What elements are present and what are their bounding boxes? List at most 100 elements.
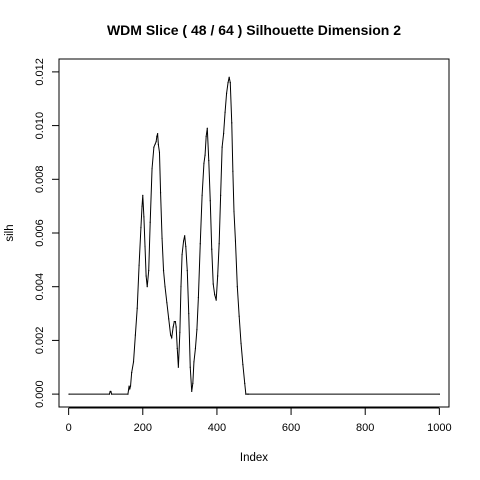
- data-point: [199, 243, 201, 245]
- data-point: [188, 312, 190, 315]
- data-point: [236, 286, 238, 288]
- x-tick-label: 200: [134, 422, 152, 434]
- data-point: [111, 393, 113, 395]
- data-point: [224, 111, 226, 113]
- data-point: [177, 366, 179, 368]
- data-point: [142, 194, 144, 197]
- data-point: [208, 159, 210, 162]
- data-point: [166, 302, 168, 304]
- data-point: [240, 342, 242, 344]
- series-line: [69, 77, 440, 395]
- y-tick-label: 0.002: [34, 327, 46, 355]
- data-point: [189, 366, 191, 368]
- data-point: [153, 146, 155, 148]
- data-point: [174, 321, 177, 323]
- data-point: [161, 237, 163, 239]
- data-point: [215, 299, 217, 301]
- data-point: [175, 326, 177, 328]
- data-point: [157, 133, 159, 135]
- data-point: [179, 331, 181, 333]
- data-point: [221, 146, 223, 148]
- data-point: [136, 307, 138, 309]
- data-point: [186, 269, 188, 272]
- data-point: [211, 248, 213, 250]
- data-point: [225, 92, 228, 94]
- data-point: [209, 200, 211, 202]
- data-point: [214, 294, 216, 296]
- data-point: [204, 154, 206, 156]
- data-point: [108, 393, 111, 395]
- data-point: [201, 194, 203, 197]
- data-point: [171, 337, 173, 339]
- data-point: [146, 286, 148, 288]
- data-point: [156, 135, 158, 137]
- data-point: [151, 167, 153, 170]
- data-point: [212, 283, 214, 285]
- data-point: [129, 385, 132, 387]
- y-tick-label: 0.000: [34, 380, 46, 408]
- data-point: [182, 240, 185, 242]
- y-tick-label: 0.006: [34, 219, 46, 247]
- data-point: [203, 162, 205, 164]
- data-point: [68, 393, 70, 395]
- data-point: [193, 361, 195, 363]
- data-point: [127, 393, 129, 395]
- data-point: [138, 264, 140, 266]
- x-tick-label: 400: [208, 422, 226, 434]
- data-point: [233, 210, 235, 213]
- chart-title: WDM Slice ( 48 / 64 ) Silhouette Dimensi…: [107, 22, 401, 38]
- data-point: [206, 127, 208, 129]
- y-tick-label: 0.010: [34, 112, 46, 140]
- data-point: [129, 388, 131, 390]
- x-tick-label: 0: [66, 422, 72, 434]
- data-point: [134, 334, 136, 336]
- plot-frame: [58, 58, 450, 408]
- data-point: [110, 390, 112, 393]
- data-point: [140, 227, 142, 229]
- data-point: [242, 363, 244, 366]
- data-point: [164, 286, 166, 288]
- data-point: [247, 393, 250, 395]
- data-point: [180, 286, 182, 288]
- data-point: [232, 170, 234, 172]
- data-point: [143, 216, 145, 218]
- x-axis: 0 200 400 600 800 1000: [66, 407, 452, 434]
- y-axis: 0.000 0.002 0.004 0.006 0.008 0.010 0.012: [34, 58, 60, 408]
- y-axis-label: silh: [4, 224, 16, 241]
- data-point: [144, 245, 146, 248]
- data-point: [217, 275, 219, 277]
- x-tick-label: 800: [356, 422, 374, 434]
- data-point: [132, 361, 135, 363]
- data-point: [238, 315, 240, 317]
- data-point: [192, 382, 194, 384]
- data-point: [197, 296, 199, 299]
- data-point: [220, 194, 222, 197]
- data-point: [234, 240, 237, 242]
- data-point: [229, 82, 231, 84]
- data-point: [128, 385, 130, 387]
- data-point: [154, 143, 156, 145]
- data-point: [162, 269, 165, 272]
- x-axis-label: Index: [240, 452, 268, 464]
- data-point: [181, 253, 183, 256]
- data-point: [159, 192, 162, 194]
- data-point: [191, 390, 193, 393]
- data-point: [185, 245, 187, 248]
- data-point: [172, 326, 174, 328]
- x-tick-label: 600: [282, 422, 300, 434]
- data-point: [245, 393, 247, 395]
- data-point: [169, 334, 172, 336]
- data-point: [205, 135, 207, 137]
- data-points: [68, 76, 440, 395]
- data-point: [223, 133, 225, 135]
- data-point: [148, 269, 150, 272]
- data-point: [157, 143, 159, 145]
- y-tick-label: 0.008: [34, 166, 46, 194]
- data-point: [176, 347, 178, 350]
- data-point: [173, 321, 175, 323]
- data-point: [231, 122, 233, 124]
- data-point: [145, 275, 147, 277]
- data-point: [227, 82, 229, 84]
- data-point: [155, 141, 157, 143]
